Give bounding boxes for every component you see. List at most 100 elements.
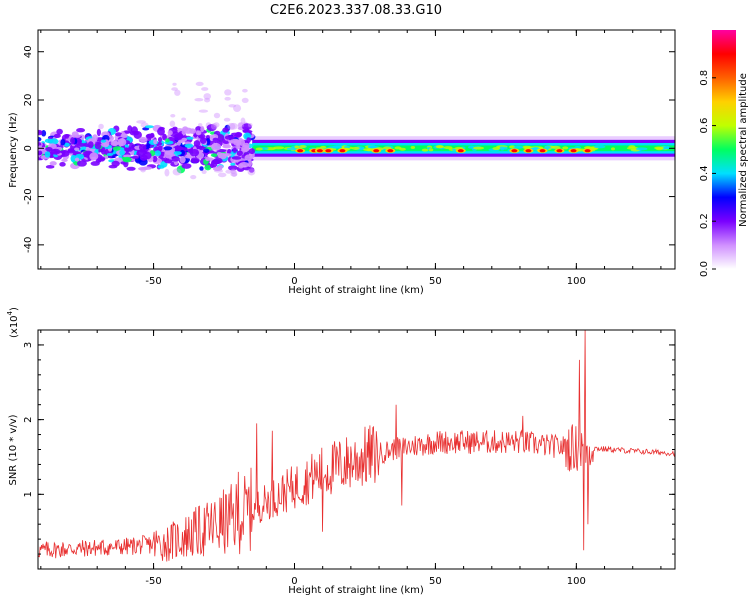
hotspot-core — [511, 149, 518, 153]
scatter-blob — [104, 155, 109, 160]
scatter-blob — [76, 127, 86, 133]
y-tick-label: 0 — [23, 145, 34, 151]
scatter-blob — [213, 157, 223, 164]
colorbar-tick-label: 0.8 — [699, 70, 710, 86]
scatter-blob — [246, 137, 251, 143]
scatter-blob — [64, 134, 70, 139]
scatter-blob — [45, 147, 53, 152]
scatter-blob — [228, 104, 237, 108]
scatter-blob — [204, 97, 211, 103]
scatter-blob — [201, 169, 207, 174]
scatter-blob — [129, 130, 140, 136]
scatter-blob — [240, 117, 246, 124]
scatter-blob — [59, 161, 66, 167]
hotspot-core — [570, 149, 577, 153]
y-tick-label: 2 — [23, 416, 34, 422]
hotspot-core — [525, 149, 532, 153]
scatter-blob — [198, 109, 209, 113]
colorbar-tick-label: 0.6 — [699, 118, 710, 134]
scatter-blob — [225, 169, 233, 174]
scatter-blob — [68, 148, 75, 152]
hotspot-core — [316, 149, 323, 153]
scatter-blob — [203, 93, 212, 100]
scatter-blob — [233, 104, 242, 113]
scatter-blob — [56, 128, 63, 135]
scatter-blob — [241, 144, 250, 152]
scatter-blob — [248, 167, 255, 173]
scatter-blob — [165, 138, 170, 143]
scatter-blob — [200, 125, 205, 133]
scatter-blob — [210, 142, 221, 151]
multiplier-base: (x10 — [9, 315, 20, 338]
scatter-blob — [184, 143, 194, 148]
ridge-texture — [443, 146, 453, 150]
scatter-blob — [41, 129, 47, 137]
scatter-blob — [92, 134, 98, 142]
colorbar-ticks: 0.0 0.2 0.4 0.6 0.8 — [699, 70, 716, 277]
x-tick-label: 100 — [567, 576, 586, 587]
ridge-texture — [562, 146, 569, 150]
scatter-blob — [181, 137, 187, 142]
scatter-blob — [179, 155, 186, 164]
scatter-blob — [222, 144, 232, 149]
scatter-blob — [237, 122, 245, 129]
hotspot-core — [339, 149, 346, 153]
colorbar-tick-label: 0.2 — [699, 213, 710, 229]
scatter-blob — [224, 89, 232, 96]
hotspot-core — [297, 149, 304, 153]
colorbar-label: Normalized spectral amplitude — [738, 73, 749, 227]
scatter-blob — [203, 148, 210, 153]
ridge-texture — [255, 147, 263, 151]
spectrogram-x-label: Height of straight line (km) — [288, 285, 424, 296]
ridge-texture — [363, 148, 374, 152]
scatter-blob — [210, 123, 218, 130]
x-tick-label: -50 — [145, 276, 161, 287]
spectrogram-frame — [37, 29, 676, 270]
scatter-blob — [123, 154, 132, 158]
hotspot-core — [457, 149, 464, 153]
scatter-blob — [96, 128, 101, 137]
scatter-blob — [199, 166, 204, 171]
scatter-blob — [242, 88, 248, 93]
scatter-blob — [213, 169, 224, 173]
scatter-blob — [60, 139, 66, 146]
ridge-texture — [473, 146, 485, 150]
scatter-blob — [111, 139, 119, 147]
scatter-blob — [247, 123, 253, 128]
hotspot-core — [556, 149, 563, 153]
scatter-blob — [70, 137, 75, 145]
scatter-blob — [172, 82, 177, 86]
ridge-texture — [610, 147, 616, 151]
heatmap-area — [38, 81, 675, 180]
scatter-blob — [227, 122, 236, 131]
scatter-blob — [157, 136, 163, 143]
scatter-blob — [163, 146, 173, 151]
scatter-blob — [174, 133, 180, 138]
scatter-blob — [247, 168, 256, 176]
spectrogram-y-label: Frequency (Hz) — [8, 112, 19, 188]
scatter-blob — [173, 145, 183, 152]
scatter-blob — [106, 152, 114, 156]
scatter-blob — [171, 87, 178, 91]
scatter-blob — [212, 137, 219, 144]
ridge-texture — [551, 145, 561, 149]
scatter-blob — [111, 160, 120, 167]
scatter-blob — [222, 127, 229, 133]
snr-y-label: SNR (10 * v/v) — [8, 414, 19, 485]
scatter-blob — [241, 123, 252, 131]
scatter-blob — [186, 136, 194, 140]
scatter-blob — [61, 158, 68, 163]
ridge-texture — [394, 146, 402, 150]
scatter-blob — [213, 112, 221, 119]
ridge-texture — [319, 145, 327, 149]
y-tick-label: 1 — [23, 491, 34, 497]
ridge-texture — [273, 146, 285, 150]
multiplier-close: ) — [9, 307, 20, 311]
hotspot-core — [539, 149, 546, 153]
scatter-blob — [198, 145, 205, 151]
scatter-blob — [89, 152, 99, 161]
y-tick-label: 20 — [23, 94, 34, 107]
scatter-blob — [137, 166, 148, 171]
ridge-texture — [351, 146, 360, 150]
